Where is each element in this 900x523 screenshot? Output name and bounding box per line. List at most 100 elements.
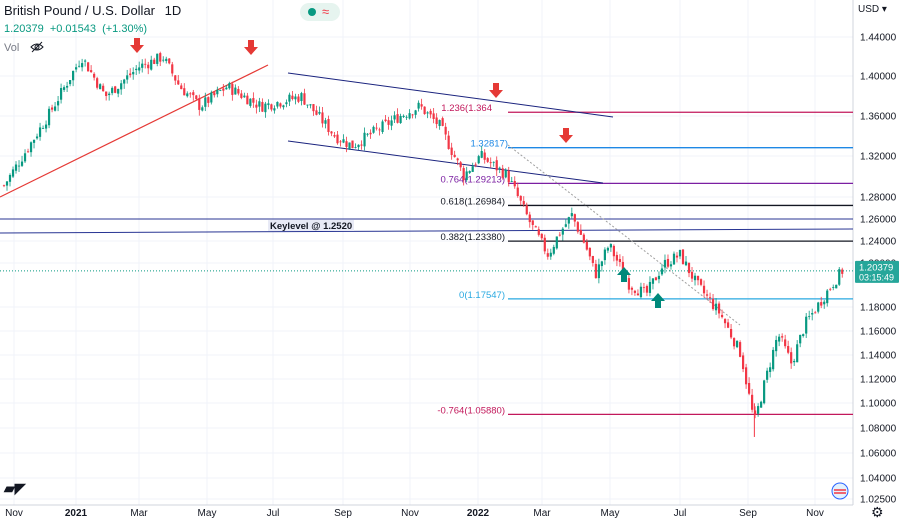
candle-body <box>751 394 754 410</box>
candle-body <box>44 124 48 129</box>
candle-body <box>324 120 327 124</box>
y-tick-label: 1.12000 <box>860 375 897 386</box>
candle-body <box>321 112 324 124</box>
candle-body <box>72 70 75 81</box>
candle-body <box>2 185 6 187</box>
candle-body <box>159 53 162 62</box>
candle-body <box>56 101 60 106</box>
price-change-pct: (+1.30%) <box>102 23 148 35</box>
y-tick-label: 1.28000 <box>860 193 897 204</box>
candle-body <box>429 110 432 115</box>
candle-body <box>423 106 426 115</box>
y-tick-label: 1.24000 <box>860 237 897 248</box>
candle-body <box>390 120 393 126</box>
candle-body <box>501 168 504 178</box>
settings-gear-icon[interactable]: ⚙ <box>871 504 884 520</box>
candle-body <box>666 258 670 267</box>
market-status-pill[interactable]: ≈ <box>300 3 340 21</box>
fib-level-label: 0(1.17547) <box>459 290 505 301</box>
candle-body <box>672 253 676 265</box>
candle-body <box>838 269 841 285</box>
chart-legend: British Pound / U.S. Dollar 1D <box>4 3 187 18</box>
down-arrow-icon-4 <box>559 128 573 143</box>
candle-body <box>441 118 444 126</box>
candle-body <box>195 95 198 100</box>
candle-body <box>618 259 622 263</box>
fib-level-label: -0.764(1.05880) <box>437 405 505 416</box>
fib-trend-dotted-line[interactable] <box>507 144 741 326</box>
candle-body <box>588 247 591 257</box>
candle-body <box>579 230 582 235</box>
candle-body <box>363 132 366 147</box>
candle-body <box>555 236 558 249</box>
channel-lower-line[interactable] <box>287 140 604 184</box>
candle-body <box>450 147 453 155</box>
candle-body <box>408 113 411 119</box>
price-tag-value: 1.20379 <box>859 262 893 273</box>
candle-body <box>20 161 24 166</box>
candle-body <box>729 328 733 338</box>
candle-body <box>678 249 682 257</box>
candle-body <box>81 63 84 68</box>
candle-body <box>147 64 150 69</box>
candle-body <box>492 161 495 163</box>
x-tick-label: May <box>601 508 620 519</box>
candle-body <box>486 158 489 162</box>
candle-body <box>432 113 435 119</box>
candle-body <box>246 95 249 105</box>
candle-body <box>270 104 273 110</box>
candle-body <box>462 168 465 181</box>
replay-icon[interactable] <box>831 482 849 500</box>
channel-upper-line[interactable] <box>287 72 614 118</box>
candle-body <box>708 297 712 299</box>
keylevel-lower-line[interactable] <box>0 228 854 234</box>
candle-body <box>312 104 315 112</box>
currency-selector[interactable]: USD ▾ <box>858 4 887 15</box>
candle-body <box>177 80 180 85</box>
candle-body <box>105 91 108 97</box>
candle-body <box>757 406 760 414</box>
candle-body <box>453 154 456 158</box>
candle-body <box>420 104 423 107</box>
candle-body <box>564 224 567 227</box>
candle-body <box>50 107 54 110</box>
candle-body <box>495 160 498 171</box>
candle-body <box>636 293 640 296</box>
candle-body <box>294 96 297 100</box>
candle-body <box>696 275 700 281</box>
interval-label[interactable]: 1D <box>164 3 182 18</box>
down-arrow-icon-3 <box>489 83 503 98</box>
candle-body <box>633 290 637 293</box>
candle-body <box>549 252 552 257</box>
candle-body <box>660 268 664 275</box>
candle-body <box>775 339 778 352</box>
x-tick-label: Nov <box>806 508 824 519</box>
candle-body <box>597 264 600 279</box>
candle-body <box>456 158 459 161</box>
candle-body <box>519 195 522 201</box>
candle-body <box>360 144 363 146</box>
candle-body <box>573 214 576 222</box>
candle-body <box>162 59 165 61</box>
down-arrow-icon-1 <box>130 38 144 53</box>
candle-body <box>763 380 766 404</box>
candle-body <box>796 344 799 363</box>
candle-body <box>114 86 117 93</box>
last-price: 1.20379 <box>4 23 44 35</box>
candle-body <box>748 382 751 394</box>
price-tag-countdown: 03:15:49 <box>859 272 894 282</box>
candle-body <box>282 105 285 108</box>
candle-body <box>144 63 147 65</box>
candle-body <box>264 103 267 113</box>
candle-body <box>769 367 772 372</box>
candle-body <box>87 62 90 72</box>
candle-body <box>231 83 234 95</box>
candle-body <box>477 156 480 164</box>
candle-body <box>381 121 384 132</box>
candle-body <box>543 237 546 252</box>
eye-hidden-icon[interactable] <box>30 41 44 53</box>
candle-body <box>153 59 156 64</box>
candle-body <box>186 93 189 97</box>
symbol-title[interactable]: British Pound / U.S. Dollar <box>4 3 156 18</box>
